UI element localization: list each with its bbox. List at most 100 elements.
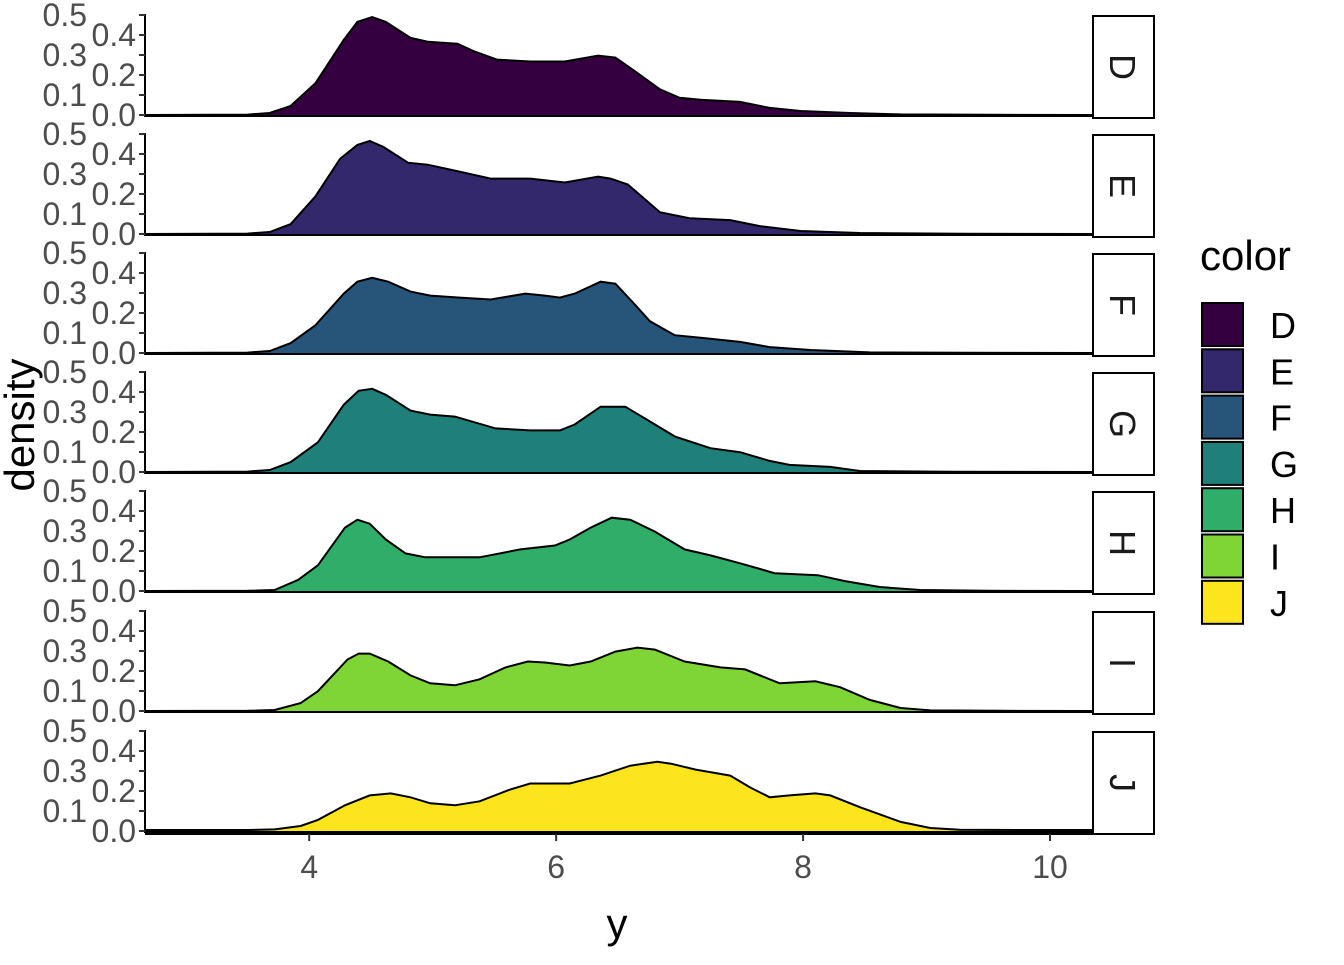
- legend-label: D: [1270, 305, 1296, 346]
- legend-label: E: [1270, 351, 1294, 392]
- density-area-I: [145, 647, 1092, 711]
- y-tick-label: 0.1: [43, 434, 87, 470]
- x-tick-label: 10: [1032, 849, 1068, 885]
- y-tick-label: 0.3: [43, 753, 87, 789]
- legend-item-F: F: [1201, 394, 1292, 440]
- legend-key: [1201, 394, 1244, 440]
- y-tick-label: 0.0: [92, 335, 136, 371]
- legend-item-E: E: [1201, 348, 1294, 394]
- y-tick-label: 0.1: [43, 673, 87, 709]
- panel-J: 0.00.10.20.30.40.5 J: [43, 713, 1155, 849]
- legend-item-H: H: [1201, 487, 1296, 533]
- density-line-H: [144, 516, 1093, 592]
- density-line-I: [144, 646, 1093, 712]
- facet-strip-label: E: [1102, 174, 1143, 198]
- y-tick-label: 0.0: [92, 216, 136, 252]
- panel-G: 0.00.10.20.30.40.5 G: [43, 354, 1155, 490]
- y-tick-label: 0.5: [43, 713, 87, 749]
- y-tick-label: 0.2: [92, 653, 136, 689]
- y-tick-label: 0.5: [43, 473, 87, 509]
- panel-I: 0.00.10.20.30.40.5 I: [43, 593, 1155, 729]
- x-axis: 4 6 8 10: [145, 833, 1092, 885]
- y-tick-label: 0.5: [43, 593, 87, 629]
- y-tick-label: 0.4: [92, 17, 136, 53]
- y-tick-label: 0.0: [92, 813, 136, 849]
- y-tick-label: 0.2: [92, 533, 136, 569]
- density-line-E: [144, 139, 1093, 235]
- legend-key: [1201, 302, 1244, 347]
- density-area-J: [145, 761, 1092, 831]
- y-tick-label: 0.5: [43, 0, 87, 33]
- y-tick-label: 0.3: [43, 633, 87, 669]
- legend-key: [1201, 487, 1244, 533]
- facet-strip-G: [1092, 372, 1155, 476]
- y-tick-label: 0.0: [92, 97, 136, 133]
- facet-strip-label: G: [1102, 410, 1143, 438]
- facet-strip-label: I: [1102, 658, 1143, 668]
- legend-label: G: [1270, 444, 1298, 485]
- facet-strip-label: D: [1102, 54, 1143, 80]
- y-tick-label: 0.5: [43, 116, 87, 152]
- facet-strip-label: F: [1102, 294, 1143, 316]
- legend-item-J: J: [1201, 579, 1288, 625]
- legend-label: H: [1270, 490, 1296, 531]
- legend-key: [1201, 348, 1244, 394]
- density-area-D: [145, 17, 1092, 115]
- density-line-F: [144, 276, 1093, 354]
- legend-label: J: [1270, 583, 1288, 624]
- x-tick-label: 4: [300, 849, 318, 885]
- y-tick-label: 0.4: [92, 136, 136, 172]
- legend-title: color: [1200, 232, 1291, 279]
- panel-H: 0.00.10.20.30.40.5 H: [43, 473, 1155, 609]
- y-tick-label: 0.2: [92, 176, 136, 212]
- y-tick-label: 0.0: [92, 573, 136, 609]
- x-tick-label: 6: [547, 849, 565, 885]
- y-tick-label: 0.5: [43, 235, 87, 271]
- y-tick-label: 0.2: [92, 414, 136, 450]
- y-tick-label: 0.4: [92, 493, 136, 529]
- facet-strip-label: J: [1102, 774, 1143, 792]
- y-tick-label: 0.4: [92, 255, 136, 291]
- y-tick-label: 0.1: [43, 315, 87, 351]
- legend-label: F: [1270, 398, 1292, 439]
- y-tick-label: 0.3: [43, 275, 87, 311]
- facet-strip-D: [1092, 15, 1155, 119]
- density-area-G: [145, 388, 1092, 472]
- panel-E: 0.00.10.20.30.40.5 E: [43, 116, 1155, 252]
- panel-F: 0.00.10.20.30.40.5 F: [43, 235, 1155, 371]
- legend-label: I: [1270, 537, 1280, 578]
- y-tick-label: 0.1: [43, 77, 87, 113]
- facet-strip-F: [1092, 253, 1155, 357]
- facet-strip-I: [1092, 611, 1155, 715]
- density-line-G: [144, 387, 1093, 473]
- density-line-J: [145, 760, 1092, 831]
- density-area-E: [145, 140, 1092, 234]
- facet-strip-H: [1092, 491, 1155, 595]
- y-tick-label: 0.2: [92, 295, 136, 331]
- y-tick-label: 0.3: [43, 37, 87, 73]
- legend-item-D: D: [1201, 302, 1296, 347]
- facet-strip-E: [1092, 134, 1155, 238]
- y-tick-label: 0.1: [43, 553, 87, 589]
- y-tick-label: 0.4: [92, 613, 136, 649]
- y-tick-label: 0.4: [92, 733, 136, 769]
- legend-key: [1201, 440, 1244, 486]
- y-tick-label: 0.1: [43, 196, 87, 232]
- x-axis-label: y: [607, 900, 628, 947]
- legend-key: [1201, 533, 1244, 579]
- facet-strip-label: H: [1102, 530, 1143, 556]
- legend-item-I: I: [1201, 533, 1280, 579]
- density-area-F: [145, 277, 1092, 353]
- y-tick-label: 0.2: [92, 57, 136, 93]
- panel-D: 0.00.10.20.30.40.5 D: [43, 0, 1155, 133]
- y-tick-label: 0.3: [43, 394, 87, 430]
- density-line-D: [144, 15, 1093, 116]
- y-tick-label: 0.3: [43, 513, 87, 549]
- legend-key: [1201, 579, 1244, 625]
- density-area-H: [145, 517, 1092, 591]
- y-tick-label: 0.5: [43, 354, 87, 390]
- legend-item-G: G: [1201, 440, 1298, 486]
- y-tick-label: 0.0: [92, 454, 136, 490]
